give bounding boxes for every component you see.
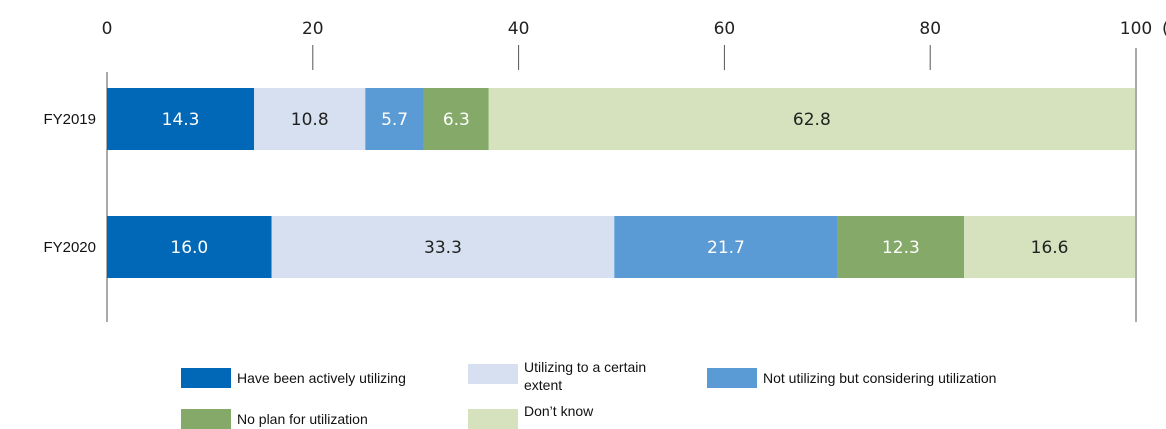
unit-label: (%)	[1162, 19, 1166, 39]
data-label-fy2019-series-5: 62.8	[793, 110, 831, 130]
data-label-fy2020-series-2: 33.3	[424, 238, 462, 258]
data-label-fy2019-series-3: 5.7	[381, 110, 408, 130]
axis: 0 20 40 60 80 100 (%)	[102, 19, 1166, 322]
category-label-fy2019: FY2019	[43, 111, 96, 128]
bar-fy2019-series-3	[365, 88, 424, 150]
data-label-fy2019-series-4: 6.3	[443, 110, 470, 130]
data-label-fy2020-series-5: 16.6	[1031, 238, 1069, 258]
bar-fy2020-series-2	[271, 216, 615, 278]
bar-fy2019-series-4	[423, 88, 489, 150]
bar-fy2019-series-5	[488, 88, 1135, 150]
bar-fy2020-series-3	[614, 216, 838, 278]
tick-label-100: 100	[1120, 19, 1152, 39]
category-label-fy2020: FY2020	[43, 239, 96, 256]
data-label-fy2019-series-1: 14.3	[162, 110, 200, 130]
data-label-fy2020-series-4: 12.3	[882, 238, 920, 258]
tick-label-20: 20	[302, 19, 324, 39]
bars: FY2019 14.3 10.8 5.7 6.3 62.8 FY2020 16.0 33.3 21…	[43, 88, 1135, 278]
data-label-fy2019-series-2: 10.8	[291, 110, 329, 130]
bar-fy2020-series-4	[837, 216, 965, 278]
bar-fy2019-series-1	[107, 88, 255, 150]
data-label-fy2020-series-1: 16.0	[170, 238, 208, 258]
tick-label-40: 40	[508, 19, 530, 39]
tick-label-60: 60	[714, 19, 736, 39]
data-label-fy2020-series-3: 21.7	[707, 238, 745, 258]
bar-fy2019-series-2	[254, 88, 366, 150]
bar-fy2020-series-5	[964, 216, 1135, 278]
tick-label-80: 80	[919, 19, 941, 39]
tick-label-0: 0	[102, 19, 113, 39]
bar-fy2020-series-1	[107, 216, 272, 278]
